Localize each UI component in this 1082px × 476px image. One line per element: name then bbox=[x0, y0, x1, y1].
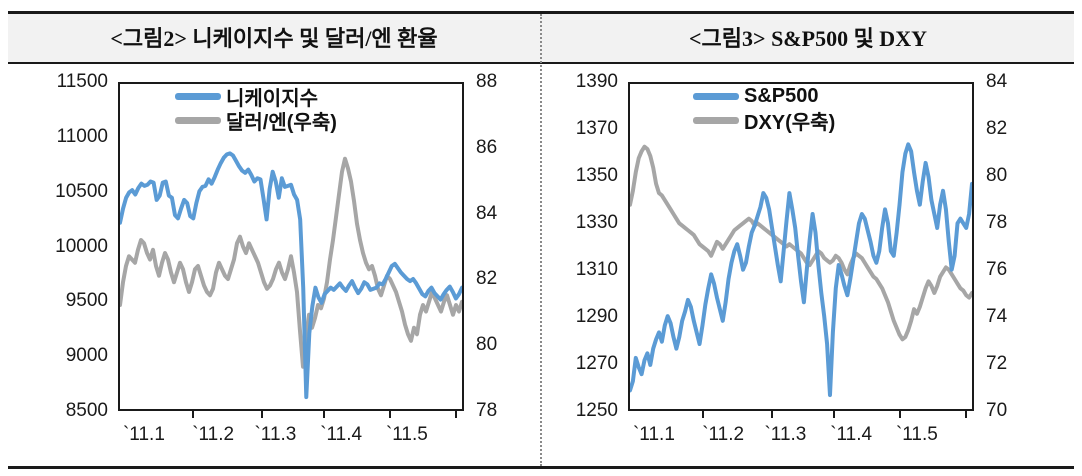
legend-item-sp500: S&P500 bbox=[693, 84, 835, 108]
legend-item-usdjpy: 달러/엔(우축) bbox=[175, 108, 337, 134]
y-tick-label-right: 88 bbox=[476, 71, 498, 92]
legend-swatch-line-icon bbox=[175, 116, 221, 124]
y-tick-label-left: 11500 bbox=[56, 71, 108, 92]
legend-swatch-line-icon bbox=[693, 92, 739, 100]
figure-title-right: <그림3> S&P500 및 DXY bbox=[689, 26, 927, 51]
x-axis-tick-mark bbox=[701, 411, 704, 418]
y-tick-label-left: 11000 bbox=[56, 125, 108, 147]
y-tick-label-left: 1390 bbox=[575, 71, 618, 92]
x-axis-tick-mark bbox=[454, 411, 457, 418]
page-top-rule bbox=[8, 11, 1074, 14]
y-tick-label-right: 84 bbox=[476, 202, 498, 224]
y-tick-label-right: 70 bbox=[986, 400, 1008, 421]
x-tick-label: `11.4 bbox=[830, 424, 873, 445]
y-tick-label-left: 1290 bbox=[575, 306, 618, 327]
y-tick-label-left: 9500 bbox=[65, 290, 108, 312]
legend-label-usdjpy: 달러/엔(우축) bbox=[226, 111, 337, 134]
x-tick-label: `11.5 bbox=[385, 424, 428, 445]
legend-item-dxy: DXY(우축) bbox=[693, 108, 836, 134]
legend-sp500: S&P500 DXY(우축) bbox=[693, 84, 836, 134]
legend-nikkei: 니케이지수 달러/엔(우축) bbox=[175, 84, 337, 134]
plot-area-sp500 bbox=[628, 82, 974, 411]
panel-separator bbox=[540, 14, 542, 466]
y-tick-label-left: 10000 bbox=[55, 235, 108, 257]
y-tick-label-left: 1330 bbox=[575, 212, 618, 233]
x-tick-label: `11.2 bbox=[702, 424, 745, 445]
plot-lines-sp500 bbox=[630, 84, 972, 409]
x-axis-tick-mark bbox=[833, 411, 836, 418]
x-axis-tick-mark bbox=[323, 411, 326, 418]
legend-label-sp500: S&P500 bbox=[744, 84, 819, 107]
x-tick-label: `11.4 bbox=[320, 424, 363, 445]
x-tick-label: `11.3 bbox=[764, 424, 807, 445]
figure-panel-nikkei: 11500 11000 10500 10000 9500 9000 8500 88 86 84 8… bbox=[0, 62, 541, 466]
x-tick-label: `11.1 bbox=[122, 424, 165, 445]
x-axis-tick-mark bbox=[191, 411, 194, 418]
figure-title-left: <그림2> 니케이지수 및 달러/엔 환율 bbox=[110, 26, 438, 51]
series-line-니케이지수 bbox=[120, 153, 462, 397]
x-axis-tick-mark bbox=[771, 411, 774, 418]
legend-swatch-line-icon bbox=[693, 116, 739, 124]
y-tick-label-left: 1350 bbox=[575, 165, 618, 186]
legend-item-nikkei: 니케이지수 bbox=[175, 84, 337, 110]
x-axis-tick-mark bbox=[261, 411, 264, 418]
y-tick-label-right: 82 bbox=[476, 268, 498, 290]
y-tick-label-right: 80 bbox=[476, 334, 498, 356]
x-axis-tick-mark bbox=[389, 411, 392, 418]
y-tick-label-left: 1250 bbox=[575, 400, 618, 421]
y-tick-label-right: 72 bbox=[986, 353, 1008, 374]
y-tick-label-left: 1270 bbox=[575, 353, 618, 374]
series-line-S&P500 bbox=[630, 144, 972, 395]
plot-lines-nikkei bbox=[120, 84, 462, 409]
y-tick-label-left: 10500 bbox=[55, 180, 108, 202]
x-axis-tick-mark bbox=[899, 411, 902, 418]
x-tick-label: `11.1 bbox=[632, 424, 675, 445]
y-tick-label-left: 1310 bbox=[575, 259, 618, 280]
y-tick-label-right: 78 bbox=[986, 212, 1008, 233]
y-tick-label-right: 82 bbox=[986, 118, 1008, 139]
y-tick-label-right: 84 bbox=[986, 71, 1008, 92]
x-tick-label: `11.5 bbox=[895, 424, 938, 445]
plot-area-nikkei bbox=[118, 82, 464, 411]
legend-label-nikkei: 니케이지수 bbox=[226, 87, 318, 110]
y-tick-label-right: 86 bbox=[476, 136, 498, 158]
legend-swatch-line-icon bbox=[175, 92, 221, 100]
y-tick-label-right: 80 bbox=[986, 165, 1008, 186]
figure-panel-sp500: 1390 1370 1350 1330 1310 1290 1270 1250 84 82 80 7… bbox=[541, 62, 1082, 466]
page-bottom-rule bbox=[8, 466, 1074, 469]
y-tick-label-right: 78 bbox=[476, 400, 498, 421]
series-line-DXY(우축) bbox=[630, 147, 972, 340]
y-tick-label-right: 74 bbox=[986, 306, 1008, 327]
y-tick-label-left: 8500 bbox=[65, 400, 108, 421]
y-tick-label-right: 76 bbox=[986, 259, 1008, 280]
x-tick-label: `11.3 bbox=[254, 424, 297, 445]
x-tick-label: `11.2 bbox=[192, 424, 235, 445]
x-axis-tick-mark bbox=[964, 411, 967, 418]
legend-label-dxy: DXY(우축) bbox=[744, 111, 836, 134]
y-tick-label-left: 9000 bbox=[65, 345, 108, 367]
y-tick-label-left: 1370 bbox=[575, 118, 618, 139]
series-line-달러/엔(우축) bbox=[120, 159, 462, 367]
